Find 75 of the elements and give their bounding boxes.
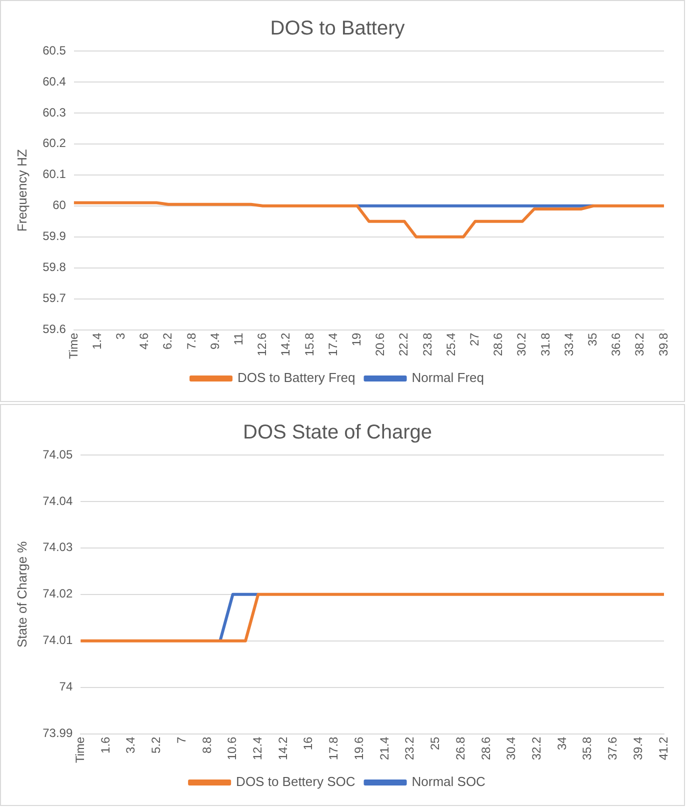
legend-label: Normal SOC [412,774,486,790]
x-tick-label: 23.8 [420,332,434,356]
x-tick-label: 8.8 [200,736,214,754]
x-tick-label: 25 [428,736,442,750]
legend-label: DOS to Battery Freq [238,370,356,386]
x-tick-label: 7.8 [184,332,198,350]
x-tick-label: 20.6 [373,332,388,356]
x-tick-label: 1.6 [98,736,112,754]
y-tick-label: 74.03 [42,540,73,554]
x-tick-label: 15.8 [302,332,316,356]
x-tick-label: 16 [301,736,316,750]
y-tick-label: 59.8 [42,260,66,274]
x-tick-label: 7 [174,736,188,744]
y-tick-label: 60.4 [42,74,66,88]
y-tick-label: 74.04 [42,494,73,508]
y-tick-label: 73.99 [42,726,73,740]
y-tick-label: 60.3 [42,105,66,120]
x-tick-label: 28.6 [491,332,506,356]
x-tick-label: 3.4 [124,736,138,754]
legend-label: DOS to Bettery SOC [236,774,356,790]
chart-title: DOS State of Charge [243,422,432,444]
x-tick-label: 31.8 [538,332,552,356]
x-tick-label: 39.4 [630,736,645,760]
y-tick-label: 60.1 [42,167,66,182]
x-tick-label: 19.6 [352,736,366,760]
x-tick-label: 1.4 [90,332,104,350]
x-tick-label: 39.8 [656,332,670,356]
x-tick-label: 12.4 [250,736,264,760]
x-tick-label: 36.6 [609,332,624,356]
x-tick-label: 17.8 [326,736,341,760]
x-tick-label: 32.2 [529,736,544,760]
y-tick-label: 60 [52,198,66,212]
y-tick-label: 74.01 [42,633,73,648]
x-tick-label: 12.6 [255,332,270,356]
x-tick-label: 10.6 [225,736,240,760]
y-tick-label: 59.9 [42,229,66,244]
y-axis-title: State of Charge % [14,540,30,648]
x-tick-label: 34 [554,736,569,750]
x-tick-label: 19 [349,332,364,346]
x-tick-label: 5.2 [149,736,164,754]
x-tick-label: 11 [231,332,246,346]
y-tick-label: 74.02 [42,586,73,601]
x-tick-label: 3 [113,332,128,340]
y-tick-label: 60.5 [42,43,66,58]
x-tick-label: 23.2 [402,736,417,760]
x-tick-label: 4.6 [137,332,152,350]
x-tick-label: 22.2 [396,332,411,356]
y-tick-label: 60.2 [42,136,66,150]
x-tick-label: 9.4 [208,332,222,350]
x-tick-label: Time [66,332,80,360]
x-tick-label: 37.6 [606,736,620,760]
x-tick-label: 30.4 [504,736,518,760]
y-axis-title: Frequency HZ [14,149,30,232]
x-tick-label: 26.8 [453,736,468,760]
x-tick-label: 30.2 [514,332,529,356]
x-tick-label: 25.4 [444,332,458,356]
y-tick-label: 59.6 [42,322,66,336]
x-tick-label: 14.2 [276,736,290,760]
x-tick-label: 14.2 [278,332,293,356]
x-tick-label: 35 [586,332,600,346]
x-tick-label: 41.2 [656,736,670,760]
x-tick-label: 33.4 [562,332,576,356]
y-tick-label: 59.7 [42,291,66,306]
x-tick-label: 27 [468,332,482,346]
legend-label: Normal Freq [412,370,484,386]
x-tick-label: Time [72,736,87,764]
x-tick-label: 17.4 [326,332,340,356]
x-tick-label: 28.6 [478,736,493,760]
y-tick-label: 74 [59,680,73,694]
chart-title: DOS to Battery [270,18,405,40]
x-tick-label: 21.4 [377,736,392,760]
x-tick-label: 35.8 [580,736,594,760]
y-tick-label: 74.05 [42,447,73,462]
x-tick-label: 6.2 [160,332,175,350]
x-tick-label: 38.2 [632,332,647,356]
